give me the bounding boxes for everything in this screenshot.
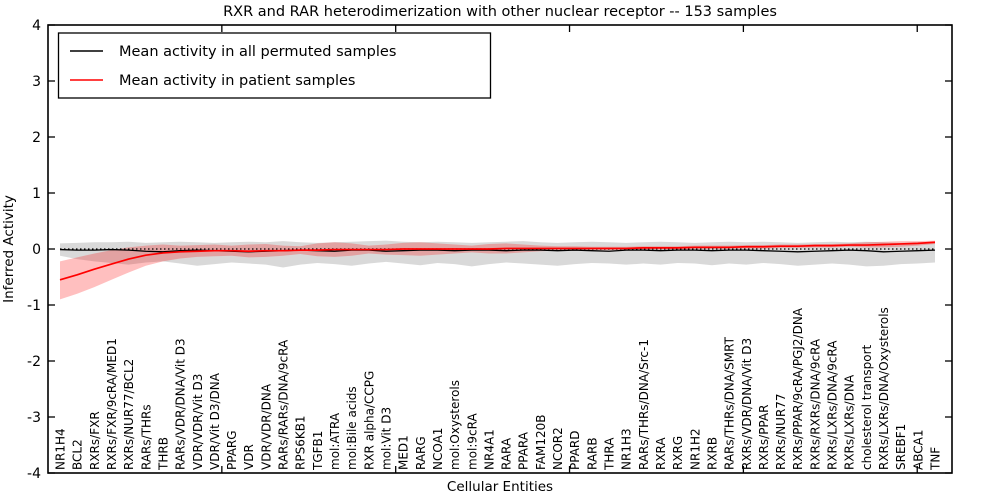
- x-category-label: mol:Oxysterols: [448, 380, 462, 470]
- x-category-label: RXRs/LXRs/DNA/Oxysterols: [877, 307, 891, 470]
- y-tick-label: -3: [27, 410, 41, 426]
- x-category-label: mol:9cRA: [465, 413, 479, 470]
- patient-mean-line: [59, 241, 936, 281]
- x-category-label: BCL2: [71, 439, 85, 470]
- y-tick-label: 4: [32, 18, 41, 34]
- x-category-label: VDR/VDR/DNA: [259, 383, 273, 470]
- x-category-label: RXRs/PPAR: [757, 405, 771, 470]
- x-category-label: RARs/THRs/DNA/Src-1: [637, 339, 651, 470]
- x-category-label: TNF: [929, 447, 943, 471]
- y-tick-label: 0: [32, 242, 41, 258]
- x-category-label: PPARD: [568, 431, 582, 471]
- y-axis-ticks: -4 -3 -2 -1 0 1 2 3 4: [27, 18, 952, 482]
- x-category-label: PPARA: [517, 431, 531, 470]
- chart-title: RXR and RAR heterodimerization with othe…: [223, 4, 777, 20]
- x-category-label: PPARG: [225, 430, 239, 470]
- x-category-label: RXRs/LXRs/DNA: [843, 374, 857, 470]
- x-category-label: RARG: [414, 436, 428, 470]
- x-category-label: RXRs/NUR77: [774, 393, 788, 470]
- x-category-label: mol:Bile acids: [345, 386, 359, 470]
- x-category-label: RXRs/NUR77/BCL2: [122, 359, 136, 470]
- series-lines-layer: [59, 241, 936, 281]
- x-category-label: VDR: [242, 444, 256, 470]
- x-category-label: ABCA1: [911, 430, 925, 470]
- legend-box: [57, 32, 492, 99]
- x-category-label: RXRG: [671, 436, 685, 470]
- x-category-label: RXRs/RXRs/DNA/9cRA: [808, 338, 822, 470]
- x-category-label: RARs/VDR/DNA/Vit D3: [174, 338, 188, 470]
- legend-permuted-label: Mean activity in all permuted samples: [119, 44, 396, 60]
- x-category-label: RXRB: [705, 437, 719, 470]
- x-category-label: mol:ATRA: [328, 412, 342, 470]
- x-category-label: THRB: [156, 437, 170, 471]
- x-category-label: RPS6KB1: [294, 415, 308, 470]
- x-category-label: RARs/THRs: [139, 404, 153, 470]
- legend: Mean activity in all permuted samples Me…: [57, 32, 492, 99]
- x-category-label: NR1H4: [54, 428, 68, 470]
- x-category-label: RXR alpha/CCPG: [362, 371, 376, 470]
- x-category-label: RXRA: [654, 437, 668, 470]
- x-category-label: NR1H3: [620, 428, 634, 470]
- x-category-label: cholesterol transport: [860, 344, 874, 470]
- legend-patient-label: Mean activity in patient samples: [119, 73, 355, 89]
- x-category-label: RARB: [585, 437, 599, 470]
- y-axis-label: Inferred Activity: [1, 195, 17, 303]
- x-category-label: NR1H2: [688, 428, 702, 470]
- y-tick-label: 3: [32, 74, 41, 90]
- x-category-label: THRA: [603, 437, 617, 471]
- y-tick-label: -2: [27, 354, 41, 370]
- x-category-label: RXRs/PPAR/9cRA/PGJ2/DNA: [791, 307, 805, 470]
- x-axis-label: Cellular Entities: [447, 479, 553, 495]
- x-category-labels: NR1H4 BCL2 RXRs/FXR RXRs/FXR/9cRA/MED1 RXRs/…: [54, 307, 943, 471]
- x-category-label: RARs/RARs/DNA/9cRA: [277, 339, 291, 470]
- x-category-label: VDR/VDR/Vit D3: [191, 374, 205, 470]
- x-category-label: MED1: [397, 435, 411, 470]
- x-category-label: RXRs/VDR/DNA/Vit D3: [740, 338, 754, 470]
- x-category-label: RXRs/FXR/9cRA/MED1: [105, 338, 119, 470]
- y-tick-label: -4: [27, 466, 41, 482]
- x-category-label: NCOR2: [551, 427, 565, 470]
- x-category-label: RXRs/LXRs/DNA/9cRA: [826, 340, 840, 470]
- x-category-label: TGFB1: [311, 431, 325, 471]
- x-category-label: FAM120B: [534, 415, 548, 471]
- patient-std-band: [60, 240, 935, 300]
- x-category-label: RARs/THRs/DNA/SMRT: [723, 336, 737, 470]
- x-category-label: NR4A1: [482, 429, 496, 470]
- y-tick-label: 2: [32, 130, 41, 146]
- x-axis-ticks: [221, 25, 918, 473]
- x-category-label: SREBF1: [894, 424, 908, 470]
- x-category-label: VDR/Vit D3/DNA: [208, 372, 222, 470]
- y-tick-label: 1: [32, 186, 41, 202]
- y-tick-label: -1: [27, 298, 41, 314]
- x-category-label: mol:Vit D3: [379, 407, 393, 470]
- x-category-label: NCOA1: [431, 428, 445, 470]
- x-category-label: RXRs/FXR: [88, 411, 102, 470]
- x-category-label: RARA: [500, 437, 514, 470]
